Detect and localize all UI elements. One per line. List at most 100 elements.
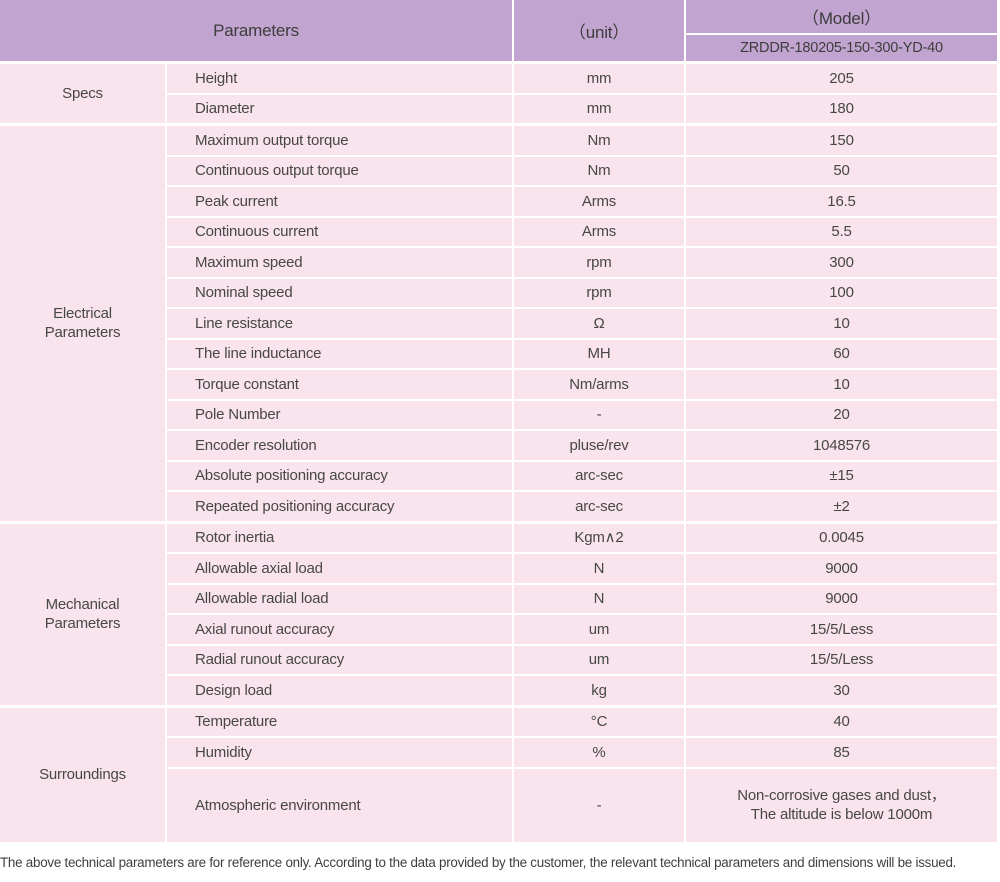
header-model-label: （Model） xyxy=(686,0,997,33)
param-cell: Nominal speed xyxy=(167,278,512,307)
table-row: Line resistance Ω 10 xyxy=(167,309,997,338)
table-row: Nominal speed rpm 100 xyxy=(167,278,997,307)
param-cell: Axial runout accuracy xyxy=(167,615,512,644)
param-cell: Pole Number xyxy=(167,400,512,429)
section-rows: Height mm 205 Diameter mm 180 xyxy=(167,64,997,123)
unit-cell: °C xyxy=(514,707,684,736)
value-cell: 85 xyxy=(686,738,997,767)
section-specs: Specs Height mm 205 Diameter mm 180 xyxy=(0,64,997,123)
value-cell: 5.5 xyxy=(686,217,997,246)
table-row: Torque constant Nm/arms 10 xyxy=(167,370,997,399)
table-row: Atmospheric environment - Non-corrosive ga… xyxy=(167,768,997,842)
param-cell: Torque constant xyxy=(167,370,512,399)
value-cell: 150 xyxy=(686,126,997,155)
param-cell: Diameter xyxy=(167,94,512,123)
table-row: Peak current Arms 16.5 xyxy=(167,187,997,216)
value-cell: 20 xyxy=(686,400,997,429)
value-cell: ±15 xyxy=(686,461,997,490)
section-mechanical-parameters: Mechanical Parameters Rotor inertia Kgm∧2 0… xyxy=(0,523,997,705)
table-row: Pole Number -20 xyxy=(167,400,997,429)
value-cell: 15/5/Less xyxy=(686,645,997,674)
param-cell: Maximum output torque xyxy=(167,126,512,155)
param-cell: The line inductance xyxy=(167,339,512,368)
value-cell: 60 xyxy=(686,339,997,368)
unit-cell: Nm/arms xyxy=(514,370,684,399)
table-row: Height mm 205 xyxy=(167,64,997,93)
table-row: Continuous output torque Nm 50 xyxy=(167,156,997,185)
unit-cell: N xyxy=(514,554,684,583)
param-cell: Continuous output torque xyxy=(167,156,512,185)
header-unit-label: （unit） xyxy=(514,0,684,61)
table-row: Maximum speed rpm 300 xyxy=(167,248,997,277)
param-cell: Height xyxy=(167,64,512,93)
section-category-label: Surroundings xyxy=(0,707,165,842)
table-row: Diameter mm 180 xyxy=(167,94,997,123)
section-rows: Temperature °C 40 Humidity% 85 Atmospheric en… xyxy=(167,707,997,842)
table-row: Design load kg 30 xyxy=(167,676,997,705)
unit-cell: Arms xyxy=(514,217,684,246)
value-cell: 9000 xyxy=(686,584,997,613)
value-cell: 180 xyxy=(686,94,997,123)
value-cell: 15/5/Less xyxy=(686,615,997,644)
value-cell: 40 xyxy=(686,707,997,736)
table-row: Encoder resolution pluse/rev 1048576 xyxy=(167,431,997,460)
unit-cell: arc-sec xyxy=(514,492,684,521)
section-surroundings: Surroundings Temperature °C 40 Humidity% 85 At… xyxy=(0,707,997,842)
unit-cell: mm xyxy=(514,64,684,93)
table-body: Specs Height mm 205 Diameter mm 180 Electrical … xyxy=(0,64,997,842)
header-model-number: ZRDDR-180205-150-300-YD-40 xyxy=(686,35,997,61)
unit-cell: MH xyxy=(514,339,684,368)
table-row: Temperature °C 40 xyxy=(167,707,997,736)
value-cell: 205 xyxy=(686,64,997,93)
param-cell: Peak current xyxy=(167,187,512,216)
table-row: Allowable axial load N 9000 xyxy=(167,554,997,583)
unit-cell: - xyxy=(514,768,684,842)
header-parameters-label: Parameters xyxy=(0,0,512,61)
value-cell: 100 xyxy=(686,278,997,307)
table-header: Parameters （unit） （Model） ZRDDR-180205-1… xyxy=(0,0,997,61)
param-cell: Allowable axial load xyxy=(167,554,512,583)
section-category-label: Electrical Parameters xyxy=(0,126,165,521)
unit-cell: Nm xyxy=(514,156,684,185)
unit-cell: um xyxy=(514,645,684,674)
table-row: Humidity% 85 xyxy=(167,738,997,767)
table-row: Maximum output torque Nm 150 xyxy=(167,126,997,155)
value-cell: 0.0045 xyxy=(686,523,997,552)
value-cell: 1048576 xyxy=(686,431,997,460)
section-rows: Rotor inertia Kgm∧2 0.0045 Allowable axial … xyxy=(167,523,997,705)
param-cell: Temperature xyxy=(167,707,512,736)
table-row: The line inductance MH 60 xyxy=(167,339,997,368)
spec-table: Parameters （unit） （Model） ZRDDR-180205-1… xyxy=(0,0,997,842)
value-cell: 30 xyxy=(686,676,997,705)
param-cell: Radial runout accuracy xyxy=(167,645,512,674)
table-row: Allowable radial load N 9000 xyxy=(167,584,997,613)
value-cell: ±2 xyxy=(686,492,997,521)
footer-note: The above technical parameters are for r… xyxy=(0,854,957,870)
unit-cell: rpm xyxy=(514,278,684,307)
unit-cell: arc-sec xyxy=(514,461,684,490)
param-cell: Atmospheric environment xyxy=(167,768,512,842)
unit-cell: N xyxy=(514,584,684,613)
param-cell: Rotor inertia xyxy=(167,523,512,552)
param-cell: Continuous current xyxy=(167,217,512,246)
unit-cell: um xyxy=(514,615,684,644)
unit-cell: mm xyxy=(514,94,684,123)
table-row: Continuous current Arms 5.5 xyxy=(167,217,997,246)
param-cell: Repeated positioning accuracy xyxy=(167,492,512,521)
param-cell: Maximum speed xyxy=(167,248,512,277)
param-cell: Allowable radial load xyxy=(167,584,512,613)
value-cell: 16.5 xyxy=(686,187,997,216)
value-cell: 300 xyxy=(686,248,997,277)
table-row: Repeated positioning accuracy arc-sec ±2 xyxy=(167,492,997,521)
unit-cell: Ω xyxy=(514,309,684,338)
table-row: Axial runout accuracy um 15/5/Less xyxy=(167,615,997,644)
unit-cell: kg xyxy=(514,676,684,705)
param-cell: Absolute positioning accuracy xyxy=(167,461,512,490)
header-model-column: （Model） ZRDDR-180205-150-300-YD-40 xyxy=(686,0,997,61)
value-cell: 10 xyxy=(686,309,997,338)
section-rows: Maximum output torque Nm 150 Continuous out… xyxy=(167,126,997,521)
unit-cell: Arms xyxy=(514,187,684,216)
unit-cell: pluse/rev xyxy=(514,431,684,460)
param-cell: Line resistance xyxy=(167,309,512,338)
